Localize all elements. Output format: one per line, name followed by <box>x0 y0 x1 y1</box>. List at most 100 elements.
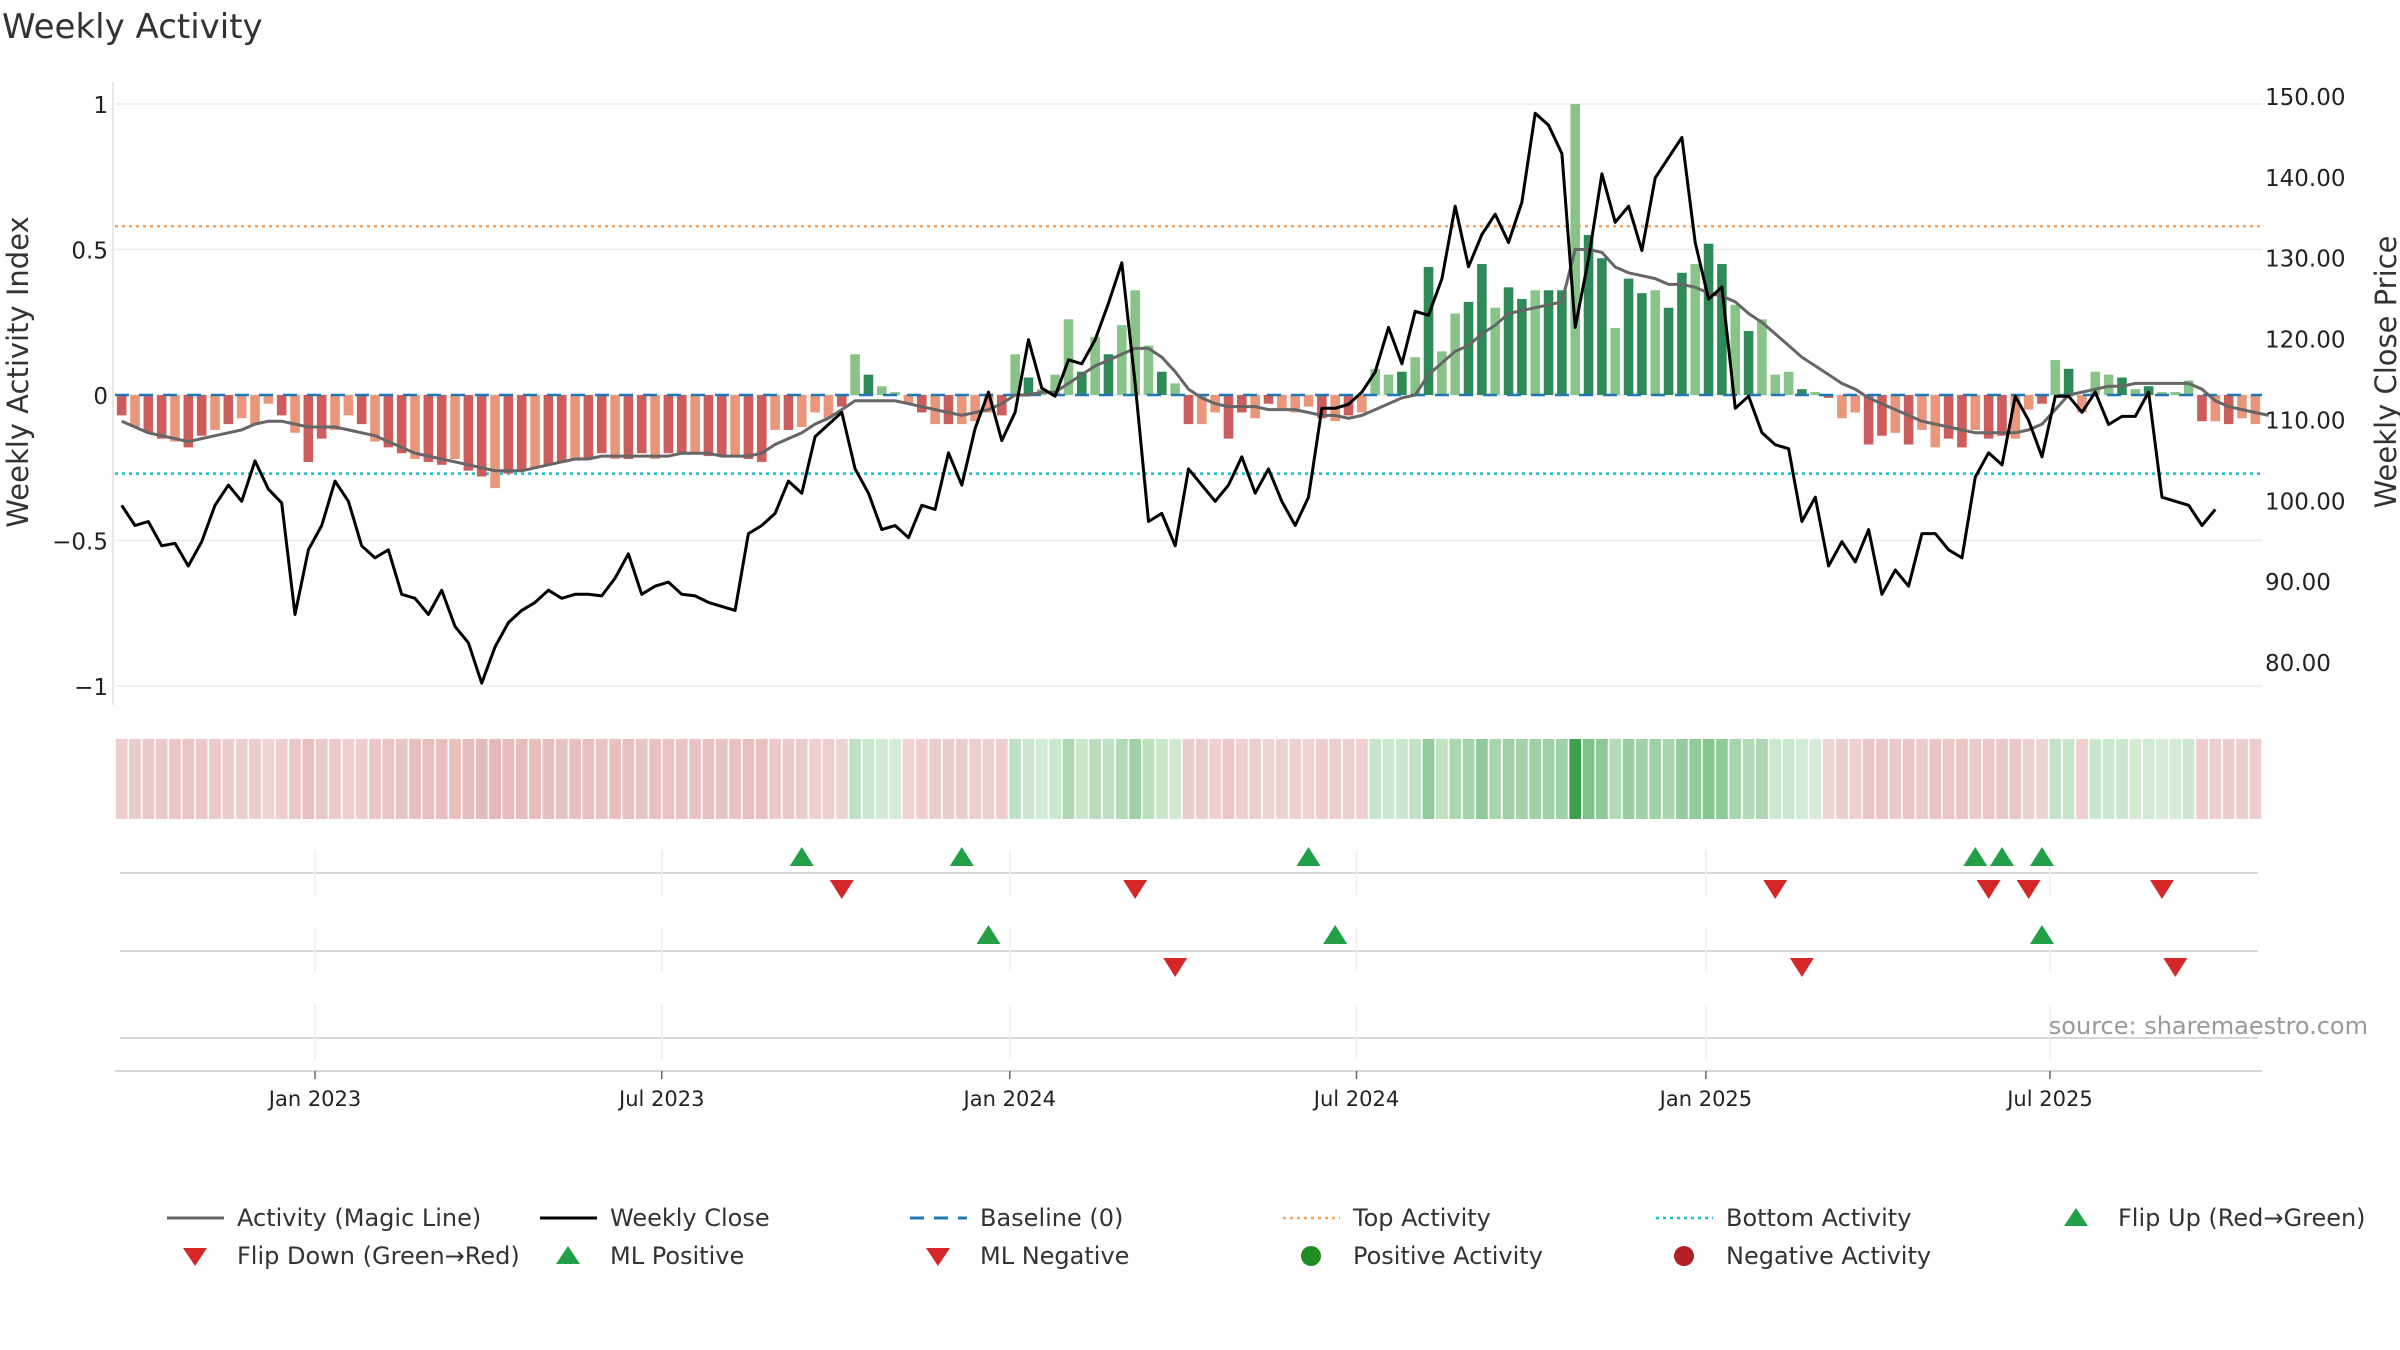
heat-cell <box>462 739 475 819</box>
activity-bar <box>170 395 180 442</box>
heat-cell <box>182 739 195 819</box>
activity-bar <box>1143 345 1154 395</box>
activity-bar <box>2183 380 2194 395</box>
activity-bar <box>2050 360 2061 395</box>
flip-up-marker <box>2029 847 2054 866</box>
heat-cell <box>235 739 248 819</box>
activity-bar <box>1623 278 1634 395</box>
heat-cell <box>1782 739 1795 819</box>
heat-cell <box>1195 739 1208 819</box>
heat-cell <box>1929 739 1942 819</box>
left-tick-label: −1 <box>74 675 108 701</box>
activity-bar <box>1783 371 1794 395</box>
activity-bar <box>1597 258 1607 395</box>
activity-bar <box>1517 298 1527 395</box>
heat-cell <box>1956 739 1968 819</box>
activity-bar <box>783 395 794 430</box>
activity-bar <box>1423 266 1434 395</box>
heat-cell <box>169 739 181 819</box>
heat-cell <box>782 739 795 819</box>
heat-cell <box>2156 739 2168 819</box>
activity-bar <box>770 395 780 430</box>
ml-positive-marker <box>2029 925 2054 944</box>
activity-bar <box>1050 374 1060 395</box>
heat-cell <box>2036 739 2048 819</box>
activity-bar <box>636 395 647 454</box>
activity-bar <box>423 395 434 462</box>
activity-bar <box>1197 395 1207 425</box>
heat-cell <box>942 739 955 819</box>
activity-bar <box>1223 395 1234 439</box>
heat-cell <box>1809 739 1822 819</box>
heat-cell <box>1382 739 1395 819</box>
activity-bar <box>383 395 394 448</box>
heat-cell <box>2102 739 2115 819</box>
heat-cell <box>995 739 1008 819</box>
activity-bar <box>1103 354 1114 395</box>
activity-bar <box>543 395 554 465</box>
heat-cell <box>222 739 235 819</box>
legend-label: Top Activity <box>1352 1204 1491 1232</box>
activity-bar <box>2157 392 2167 395</box>
activity-bar <box>556 395 567 462</box>
heat-cell <box>582 739 595 819</box>
heat-cell <box>2062 739 2075 819</box>
heat-cell <box>315 739 328 819</box>
date-tick-label: Jul 2025 <box>2005 1087 2092 1111</box>
activity-bar <box>1357 395 1367 413</box>
right-tick-label: 90.00 <box>2265 570 2331 596</box>
activity-bar <box>2237 395 2247 419</box>
activity-bar <box>1930 395 1941 448</box>
activity-bar <box>850 354 860 395</box>
activity-bar <box>2090 371 2101 395</box>
weekly-close-line <box>120 111 2217 685</box>
activity-bar <box>1877 395 1887 436</box>
heat-cell <box>1662 739 1675 819</box>
date-tick-label: Jul 2024 <box>1312 1087 1399 1111</box>
heat-cell <box>635 739 648 819</box>
activity-bar <box>396 395 407 454</box>
activity-bar <box>276 395 287 416</box>
heat-cell <box>1209 739 1222 819</box>
activity-bar <box>1543 290 1554 395</box>
heat-cell <box>449 739 461 819</box>
activity-bar <box>1237 395 1247 413</box>
activity-bar <box>570 395 580 460</box>
heat-cell <box>1862 739 1875 819</box>
legend-item: Baseline (0) <box>910 1204 1123 1232</box>
activity-bar <box>1983 395 1994 439</box>
activity-bar <box>1863 395 1874 445</box>
heat-cell <box>355 739 368 819</box>
heat-cell <box>249 739 261 819</box>
activity-bar <box>1610 328 1621 395</box>
activity-bar <box>1437 351 1447 395</box>
heat-cell <box>475 739 488 819</box>
heat-cell <box>755 739 768 819</box>
legend-label: Positive Activity <box>1353 1242 1543 1270</box>
activity-bar <box>743 395 754 460</box>
activity-bar <box>2023 395 2034 410</box>
heat-cell <box>1702 739 1715 819</box>
heat-cell <box>1062 739 1075 819</box>
left-axis-label: Weekly Activity Index <box>1 216 35 527</box>
heat-cell <box>649 739 661 819</box>
heat-cell <box>1849 739 1862 819</box>
activity-bar <box>476 395 487 477</box>
activity-bar <box>2223 395 2234 425</box>
heat-cell <box>822 739 835 819</box>
right-tick-label: 150.00 <box>2265 85 2345 111</box>
legend-item: Flip Up (Red→Green) <box>2064 1204 2366 1232</box>
activity-bar <box>1823 395 1834 398</box>
left-tick-label: 0.5 <box>71 239 108 265</box>
heat-cell <box>1836 739 1848 819</box>
activity-bar <box>223 395 234 425</box>
activity-bar <box>290 395 300 433</box>
heat-cell <box>875 739 888 819</box>
activity-bar <box>2077 395 2087 413</box>
left-axis-ticks: 1 0.5 0 −0.5 −1 <box>52 93 108 701</box>
chart-legend: Activity (Magic Line) Weekly Close Baselin… <box>167 1204 2366 1270</box>
legend-label: ML Positive <box>610 1242 744 1270</box>
heat-cell <box>1822 739 1835 819</box>
heat-cell <box>1115 739 1128 819</box>
